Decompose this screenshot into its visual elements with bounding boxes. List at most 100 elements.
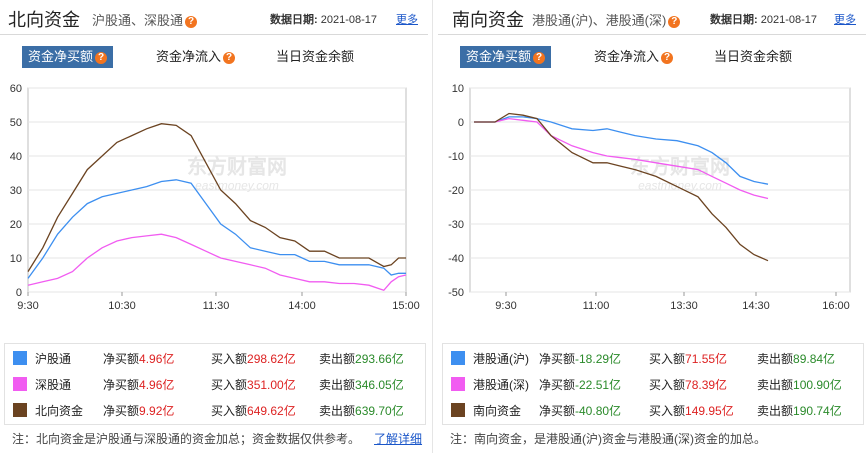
net-value: 9.92亿 <box>139 404 175 418</box>
panel-subtitle: 港股通(沪)、港股通(深)? <box>532 10 681 29</box>
x-tick-label: 10:30 <box>108 300 136 312</box>
tab-label: 资金净流入 <box>156 49 222 64</box>
buy-value: 71.55亿 <box>685 352 728 366</box>
help-icon[interactable]: ? <box>95 52 108 64</box>
legend-swatch <box>13 403 27 417</box>
watermark-cn: 东方财富网 <box>187 155 287 179</box>
sell-value: 639.70亿 <box>355 404 404 418</box>
buy-label: 买入额 <box>649 352 686 366</box>
legend-name: 港股通(深) <box>473 378 529 392</box>
sell-label: 卖出额 <box>319 404 356 418</box>
legend-sell: 卖出额346.05亿 <box>319 376 404 393</box>
net-label: 净买额 <box>539 404 576 418</box>
net-label: 净买额 <box>103 378 140 392</box>
sell-label: 卖出额 <box>757 378 794 392</box>
tab-bar: 资金净买额? 资金净流入? 当日资金余额 <box>438 46 866 68</box>
help-icon[interactable]: ? <box>185 16 198 28</box>
tab-net-inflow[interactable]: 资金净流入? <box>156 46 236 68</box>
legend-net: 净买额-22.51亿 <box>539 376 621 393</box>
panel-header: 南向资金 港股通(沪)、港股通(深)? 数据日期: 2021-08-17 更多 <box>438 0 866 35</box>
legend-name: 深股通 <box>35 378 72 392</box>
sell-value: 89.84亿 <box>793 352 836 366</box>
net-value: -40.80亿 <box>575 404 622 418</box>
more-link[interactable]: 更多 <box>834 14 856 26</box>
legend-net: 净买额-40.80亿 <box>539 402 621 419</box>
learn-more-link[interactable]: 了解详细 <box>374 432 423 446</box>
legend-net: 净买额4.96亿 <box>103 350 174 367</box>
sell-value: 293.66亿 <box>355 352 404 366</box>
help-icon[interactable]: ? <box>533 52 546 64</box>
legend-swatch <box>451 351 465 365</box>
note-text: 注：南向资金，是港股通(沪)资金与港股通(深)资金的加总。 <box>450 432 766 446</box>
net-label: 净买额 <box>539 352 576 366</box>
legend-table: 港股通(沪) 净买额-18.29亿 买入额71.55亿 卖出额89.84亿 港股… <box>442 343 864 425</box>
date-label: 数据日期: <box>270 14 318 26</box>
panel-divider <box>432 0 433 453</box>
watermark-en: eastmoney.com <box>195 179 279 193</box>
legend-net: 净买额9.92亿 <box>103 402 174 419</box>
net-value: 4.96亿 <box>139 352 175 366</box>
y-tick-label: 30 <box>10 185 22 197</box>
help-icon[interactable]: ? <box>668 16 681 28</box>
y-tick-label: 40 <box>10 151 22 163</box>
buy-value: 649.62亿 <box>247 404 296 418</box>
net-label: 净买额 <box>103 352 140 366</box>
tab-balance[interactable]: 当日资金余额 <box>276 49 355 64</box>
legend-name: 南向资金 <box>473 404 522 418</box>
net-label: 净买额 <box>103 404 140 418</box>
legend-sell: 卖出额293.66亿 <box>319 350 404 367</box>
net-value: -18.29亿 <box>575 352 622 366</box>
watermark-en: eastmoney.com <box>638 179 722 193</box>
date-label: 数据日期: <box>710 14 758 26</box>
more-link[interactable]: 更多 <box>396 14 418 26</box>
legend-swatch <box>451 377 465 391</box>
tab-bar: 资金净买额? 资金净流入? 当日资金余额 <box>0 46 428 68</box>
date-value: 2021-08-17 <box>760 14 818 26</box>
x-tick-label: 16:00 <box>822 300 850 312</box>
sell-label: 卖出额 <box>319 352 356 366</box>
legend-row: 港股通(深) 净买额-22.51亿 买入额78.39亿 卖出额100.90亿 <box>443 370 863 396</box>
legend-swatch <box>13 377 27 391</box>
legend-sell: 卖出额100.90亿 <box>757 376 842 393</box>
northbound-chart: 0 10 20 30 40 50 60 9:30 10:30 11:30 14:00 15:00 东方财… <box>10 83 420 312</box>
tab-net-inflow[interactable]: 资金净流入? <box>594 46 674 68</box>
sell-label: 卖出额 <box>319 378 356 392</box>
legend-buy: 买入额298.62亿 <box>211 350 296 367</box>
y-tick-label: 50 <box>10 117 22 129</box>
x-tick-label: 15:00 <box>392 300 420 312</box>
legend-sell: 卖出额89.84亿 <box>757 350 835 367</box>
tab-net-buy[interactable]: 资金净买额? <box>22 46 114 68</box>
net-label: 净买额 <box>539 378 576 392</box>
sell-label: 卖出额 <box>757 404 794 418</box>
legend-buy: 买入额78.39亿 <box>649 376 727 393</box>
x-tick-label: 14:30 <box>742 300 770 312</box>
legend-buy: 买入额649.62亿 <box>211 402 296 419</box>
y-tick-label: -40 <box>448 253 464 265</box>
date-display: 数据日期: 2021-08-17 <box>710 11 817 27</box>
tab-label: 资金净买额 <box>28 49 94 64</box>
footnote: 注：南向资金，是港股通(沪)资金与港股通(深)资金的加总。 <box>450 430 766 447</box>
panel-title: 南向资金 <box>452 10 524 30</box>
x-tick-label: 14:00 <box>288 300 316 312</box>
tab-net-buy[interactable]: 资金净买额? <box>460 46 552 68</box>
buy-value: 298.62亿 <box>247 352 296 366</box>
buy-value: 78.39亿 <box>685 378 728 392</box>
legend-buy: 买入额149.95亿 <box>649 402 734 419</box>
sell-value: 190.74亿 <box>793 404 842 418</box>
legend-name: 港股通(沪) <box>473 352 529 366</box>
footnote: 注：北向资金是沪股通与深股通的资金加总；资金数据仅供参考。 了解详细 <box>12 430 422 447</box>
tab-label: 资金净买额 <box>466 49 532 64</box>
help-icon[interactable]: ? <box>661 52 674 64</box>
legend-sell: 卖出额190.74亿 <box>757 402 842 419</box>
northbound-panel: 北向资金 沪股通、深股通? 数据日期: 2021-08-17 更多 资金净买额?… <box>0 0 428 453</box>
sell-value: 346.05亿 <box>355 378 404 392</box>
series-line-2 <box>474 117 769 200</box>
y-tick-label: 0 <box>16 287 22 299</box>
date-value: 2021-08-17 <box>320 14 378 26</box>
sell-label: 卖出额 <box>757 352 794 366</box>
sell-value: 100.90亿 <box>793 378 842 392</box>
help-icon[interactable]: ? <box>223 52 236 64</box>
buy-value: 351.00亿 <box>247 378 296 392</box>
tab-balance[interactable]: 当日资金余额 <box>714 49 793 64</box>
date-display: 数据日期: 2021-08-17 <box>270 11 377 27</box>
